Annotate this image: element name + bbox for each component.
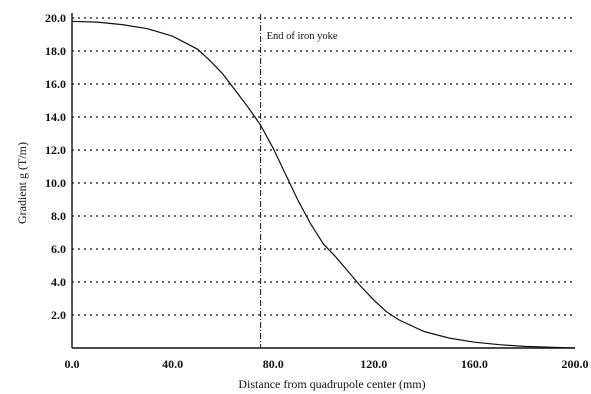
- gradient-curve: [71, 20, 576, 349]
- x-axis-label: Distance from quadrupole center (mm): [238, 377, 425, 391]
- x-tick-labels: 0.0 40.0 80.0 120.0 160.0 200.0: [65, 357, 589, 371]
- y-tick-label: 6.0: [51, 242, 66, 256]
- y-tick-labels: 2.0 4.0 6.0 8.0 10.0 12.0 14.0 16.0 18.0 20.0: [45, 11, 66, 322]
- y-tick-label: 16.0: [45, 77, 66, 91]
- x-tick-label: 200.0: [562, 357, 589, 371]
- grid-lines: [72, 17, 575, 316]
- y-axis-label: Gradient g (T/m): [15, 142, 29, 224]
- y-tick-label: 18.0: [45, 44, 66, 58]
- iron-yoke-annotation: End of iron yoke: [267, 31, 338, 42]
- x-tick-label: 120.0: [360, 357, 387, 371]
- y-tick-label: 2.0: [51, 308, 66, 322]
- y-tick-label: 20.0: [45, 11, 66, 25]
- y-tick-label: 8.0: [51, 209, 66, 223]
- x-tick-label: 80.0: [263, 357, 284, 371]
- y-tick-label: 4.0: [51, 275, 66, 289]
- x-tick-label: 160.0: [461, 357, 488, 371]
- x-tick-label: 40.0: [162, 357, 183, 371]
- x-tick-label: 0.0: [65, 357, 80, 371]
- y-tick-label: 12.0: [45, 143, 66, 157]
- y-tick-label: 14.0: [45, 110, 66, 124]
- y-tick-label: 10.0: [45, 176, 66, 190]
